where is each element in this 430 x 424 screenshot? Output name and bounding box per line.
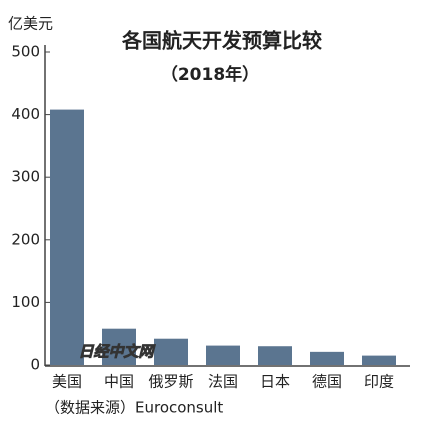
bar <box>154 338 188 365</box>
x-tick-label: 中国 <box>104 373 134 391</box>
y-tick-label: 400 <box>11 105 40 123</box>
y-axis-label: 亿美元 <box>8 15 53 33</box>
x-tick-label: 日本 <box>260 373 290 391</box>
x-tick-label: 法国 <box>208 373 238 391</box>
bar <box>206 345 240 365</box>
watermark: 日经中文网 <box>78 343 156 361</box>
x-tick-label: 德国 <box>312 373 342 391</box>
source-note: （数据来源）Euroconsult <box>45 399 223 417</box>
x-tick-label: 印度 <box>364 373 394 391</box>
x-tick-label: 俄罗斯 <box>148 373 193 391</box>
x-tick-label: 美国 <box>52 373 82 391</box>
bar <box>258 346 292 365</box>
y-tick-label: 0 <box>30 356 40 374</box>
bar <box>362 355 396 365</box>
bar <box>50 109 84 365</box>
y-tick-label: 500 <box>11 43 40 61</box>
chart-title: 各国航天开发预算比较 <box>121 29 322 53</box>
chart-subtitle: （2018年） <box>161 64 259 85</box>
y-tick-label: 200 <box>11 230 40 248</box>
bar <box>102 328 136 365</box>
y-tick-label: 300 <box>11 168 40 186</box>
y-tick-label: 100 <box>11 293 40 311</box>
bar <box>310 351 344 365</box>
